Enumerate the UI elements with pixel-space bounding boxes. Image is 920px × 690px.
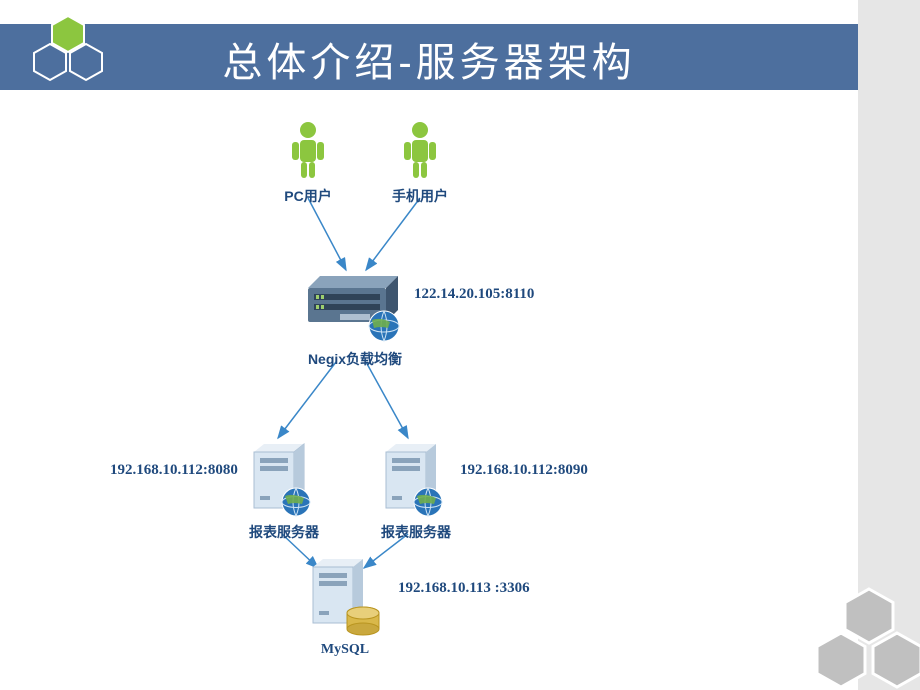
arrow-line xyxy=(278,362,336,438)
pc-user-label: PC用户 xyxy=(278,186,338,206)
slide: 总体介绍-服务器架构 xyxy=(0,0,920,690)
nginx-server-icon xyxy=(300,270,408,349)
arrow-line xyxy=(366,198,420,270)
mobile-user-icon xyxy=(400,120,440,180)
hex-blue-icon xyxy=(32,42,68,82)
report-server-2-icon xyxy=(380,440,454,525)
report2-ip: 192.168.10.112:8090 xyxy=(460,462,588,479)
report1-ip: 192.168.10.112:8080 xyxy=(110,462,238,479)
report2-label: 报表服务器 xyxy=(376,522,456,542)
nginx-label: Negix负载均衡 xyxy=(290,349,420,369)
hex-group-top-left xyxy=(32,14,122,94)
nginx-ip: 122.14.20.105:8110 xyxy=(414,286,534,303)
hex-blue-icon-2 xyxy=(68,42,104,82)
mysql-label: MySQL xyxy=(315,642,375,658)
diagram-stage: PC用户 手机用户 xyxy=(0,90,858,690)
mobile-user-label: 手机用户 xyxy=(388,186,452,206)
mysql-ip: 192.168.10.113 :3306 xyxy=(398,580,530,597)
slide-title: 总体介绍-服务器架构 xyxy=(0,30,858,88)
arrow-line xyxy=(366,362,408,438)
hex-grey-icon-3 xyxy=(870,630,920,690)
report1-label: 报表服务器 xyxy=(244,522,324,542)
pc-user-icon xyxy=(288,120,328,180)
arrow-line xyxy=(308,198,346,270)
mysql-server-icon xyxy=(305,555,391,646)
report-server-1-icon xyxy=(248,440,322,525)
